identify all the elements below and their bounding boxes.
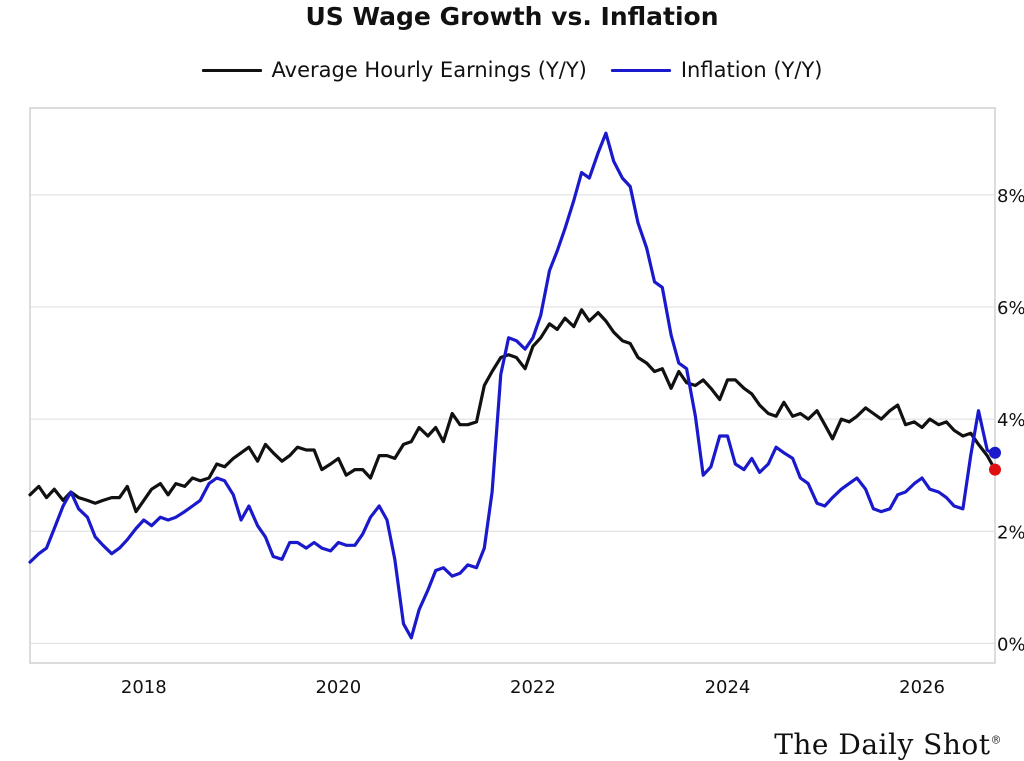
y-tick-label: 8%: [997, 186, 1024, 207]
y-tick-label: 0%: [997, 634, 1024, 655]
registered-mark: ®: [990, 733, 1002, 747]
chart-title: US Wage Growth vs. Inflation: [305, 2, 719, 31]
legend-swatch-inflation: [610, 68, 671, 72]
x-tick-label: 2020: [315, 677, 361, 698]
x-tick-label: 2026: [899, 677, 945, 698]
series-line-earnings: [28, 308, 997, 514]
chart-legend: Average Hourly Earnings (Y/Y) Inflation …: [0, 58, 1024, 82]
legend-label-earnings: Average Hourly Earnings (Y/Y): [271, 58, 587, 82]
x-tick-label: 2018: [121, 677, 167, 698]
legend-swatch-earnings: [201, 68, 262, 72]
legend-item-inflation: Inflation (Y/Y): [610, 58, 823, 82]
brand-logo: The Daily Shot®: [774, 728, 1002, 761]
series-line-inflation: [28, 131, 997, 640]
y-tick-label: 6%: [997, 298, 1024, 319]
brand-text: The Daily Shot: [774, 728, 991, 761]
legend-label-inflation: Inflation (Y/Y): [680, 58, 823, 82]
y-tick-label: 4%: [997, 410, 1024, 431]
x-tick-label: 2022: [510, 677, 556, 698]
plot-area-border: [29, 107, 996, 664]
y-tick-label: 2%: [997, 522, 1024, 543]
latest-point-inflation: [989, 446, 1001, 459]
x-tick-label: 2024: [705, 677, 751, 698]
legend-item-earnings: Average Hourly Earnings (Y/Y): [201, 58, 587, 82]
latest-point-earnings: [989, 463, 1001, 476]
